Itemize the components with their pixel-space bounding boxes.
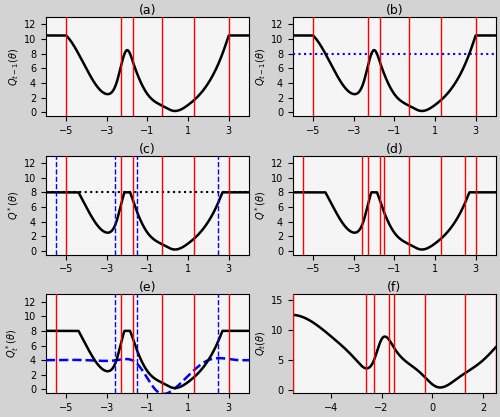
Title: (d): (d): [386, 143, 403, 156]
Y-axis label: $Q_t^*(\theta)$: $Q_t^*(\theta)$: [4, 329, 21, 359]
Title: (c): (c): [139, 143, 156, 156]
Y-axis label: $Q_{t-1}(\theta)$: $Q_{t-1}(\theta)$: [8, 48, 21, 85]
Y-axis label: $Q^*(\theta)$: $Q^*(\theta)$: [253, 191, 268, 220]
Title: (f): (f): [387, 281, 402, 294]
Title: (a): (a): [138, 4, 156, 17]
Y-axis label: $Q_{t-1}(\theta)$: $Q_{t-1}(\theta)$: [254, 48, 268, 85]
Y-axis label: $Q^*(\theta)$: $Q^*(\theta)$: [6, 191, 21, 220]
Title: (b): (b): [386, 4, 403, 17]
Y-axis label: $Q_t(\theta)$: $Q_t(\theta)$: [254, 331, 268, 357]
Title: (e): (e): [138, 281, 156, 294]
